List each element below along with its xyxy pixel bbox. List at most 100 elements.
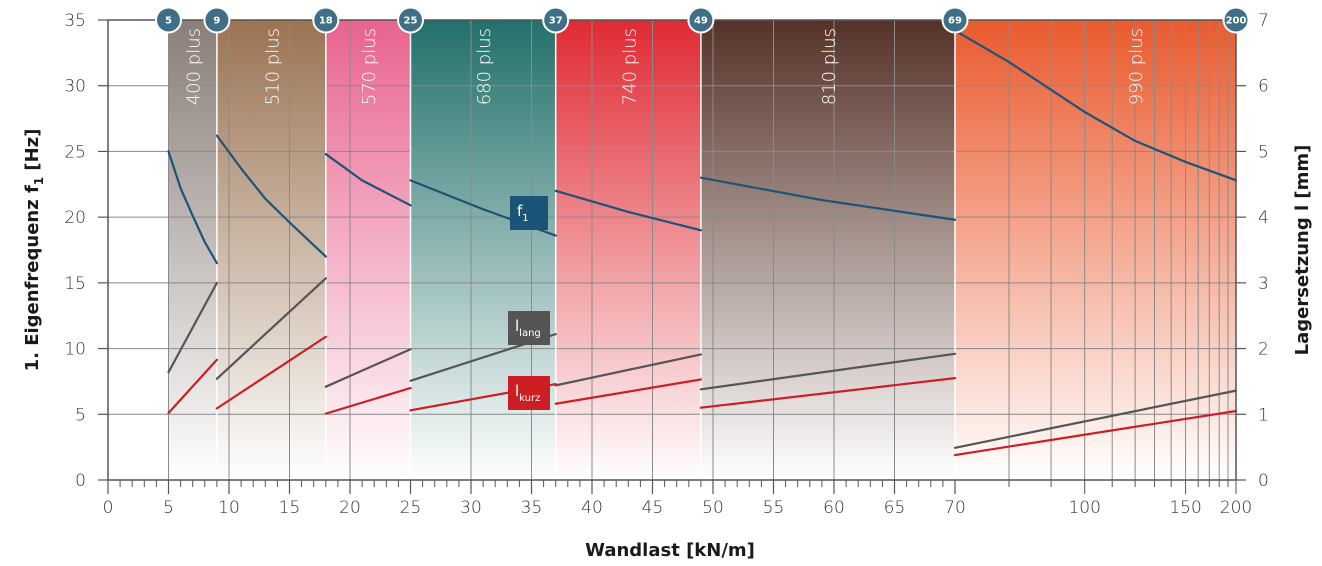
band-boundary-marker: 49 <box>687 6 715 34</box>
x-tick-label: 15 <box>279 498 301 518</box>
x-tick-label: 100 <box>1068 498 1100 518</box>
band-label: 990 plus <box>1126 28 1147 105</box>
band-label: 810 plus <box>819 28 840 105</box>
x-tick-label: 45 <box>642 498 664 518</box>
series-l-kurz-line <box>554 378 702 405</box>
marker-circle <box>542 6 570 34</box>
series-l-lang-line <box>953 389 1238 449</box>
y-right-tick-label: 6 <box>1258 77 1269 97</box>
band-510-plus <box>216 20 326 480</box>
y-left-tick-label: 15 <box>64 274 86 294</box>
y-left-tick-label: 25 <box>64 142 86 162</box>
x-tick-label: 20 <box>339 498 361 518</box>
marker-label: 200 <box>1226 16 1247 27</box>
band-boundary-marker: 37 <box>542 6 570 34</box>
series-f-1-line <box>554 189 702 232</box>
y-left-title-main: 1. Eigenfrequenz f <box>22 185 43 371</box>
series-l-lang-line <box>554 353 702 387</box>
marker-circle <box>1222 6 1250 34</box>
x-tick-label: 0 <box>103 498 114 518</box>
y-right-tick-label: 0 <box>1258 471 1269 491</box>
y-right-tick-label: 7 <box>1258 11 1269 31</box>
marker-label: 18 <box>319 16 333 27</box>
legend-layer: f1 llang lkurz <box>508 196 550 410</box>
band-990-plus <box>955 20 1236 480</box>
markers-layer: 5 9 18 25 37 49 69 200 <box>155 6 1250 34</box>
y-left-tick-label: 35 <box>64 11 86 31</box>
series-l-kurz-line <box>167 358 218 415</box>
marker-circle <box>155 6 182 34</box>
y-left-tick-label: 0 <box>75 471 86 491</box>
y-left-title-sub: 1 <box>32 177 46 185</box>
series-l-kurz-line <box>215 335 327 410</box>
x-tick-label: 35 <box>521 498 543 518</box>
marker-label: 25 <box>404 16 418 27</box>
band-boundary-marker: 9 <box>203 6 231 34</box>
x-tick-label: 40 <box>581 498 603 518</box>
band-boundary-marker: 18 <box>312 6 340 34</box>
legend-label: lkurz <box>515 382 540 404</box>
series-f-1-line <box>953 29 1238 182</box>
band-boundary-marker: 5 <box>155 6 182 34</box>
y-left-title-unit: [Hz] <box>22 129 43 177</box>
series-f-1-line <box>167 150 218 265</box>
x-tick-label: 150 <box>1169 498 1201 518</box>
x-tick-label: 5 <box>163 498 174 518</box>
x-axis-title: Wandlast [kN/m] <box>585 540 755 561</box>
band-boundary-marker: 200 <box>1222 6 1250 34</box>
legend-swatch <box>510 196 548 230</box>
marker-label: 9 <box>213 16 220 27</box>
band-boundary-marker: 25 <box>397 6 424 34</box>
legend-label: f1 <box>517 202 529 224</box>
y-right-tick-label: 2 <box>1258 340 1269 360</box>
legend-l-lang: llang <box>508 311 550 345</box>
y-left-tick-label: 20 <box>64 208 86 228</box>
marker-label: 49 <box>694 16 708 27</box>
x-tick-label: 10 <box>218 498 240 518</box>
band-740-plus <box>555 20 701 480</box>
band-label: 570 plus <box>359 28 380 105</box>
x-tick-label: 60 <box>823 498 845 518</box>
marker-circle <box>203 6 231 34</box>
marker-circle <box>312 6 340 34</box>
y-right-tick-label: 3 <box>1258 274 1269 294</box>
series-l-lang-line <box>324 348 412 388</box>
legend-swatch <box>508 376 550 410</box>
legend-f-1: f1 <box>510 196 548 230</box>
series-f-1-line <box>324 152 412 207</box>
x-tick-label: 25 <box>400 498 422 518</box>
band-570-plus <box>325 20 411 480</box>
marker-label: 69 <box>948 16 962 27</box>
y-right-axis-title: Lagersetzung l [mm] <box>1292 145 1313 356</box>
y-right-tick-label: 4 <box>1258 208 1269 228</box>
band-label: 510 plus <box>262 28 283 105</box>
y-right-tick-label: 5 <box>1258 142 1269 162</box>
marker-circle <box>941 6 969 34</box>
x-tick-label: 55 <box>763 498 785 518</box>
legend-label: llang <box>515 317 541 339</box>
series-l-lang-line <box>699 352 957 391</box>
y-left-tick-label: 30 <box>64 77 86 97</box>
series-f-1-line <box>215 134 327 258</box>
band-boundary-marker: 69 <box>941 6 969 34</box>
y-left-tick-label: 5 <box>75 405 86 425</box>
series-l-kurz-line <box>699 377 957 409</box>
series-l-kurz-line <box>953 409 1238 457</box>
legend-l-kurz: lkurz <box>508 376 550 410</box>
x-tick-label: 65 <box>884 498 906 518</box>
x-tick-label: 50 <box>702 498 724 518</box>
y-right-tick-label: 1 <box>1258 405 1269 425</box>
x-tick-label: 200 <box>1220 498 1252 518</box>
marker-label: 5 <box>165 16 172 27</box>
series-l-lang-line <box>167 281 218 374</box>
legend-swatch <box>508 311 550 345</box>
series-f-1-line <box>699 176 957 221</box>
series-l-kurz-line <box>324 386 412 415</box>
y-left-tick-label: 10 <box>64 340 86 360</box>
marker-circle <box>397 6 424 34</box>
band-label: 680 plus <box>474 28 495 105</box>
band-labels-layer: 400 plus 510 plus 570 plus 680 plus 740 plus… <box>184 28 1147 105</box>
band-label: 400 plus <box>184 28 205 105</box>
